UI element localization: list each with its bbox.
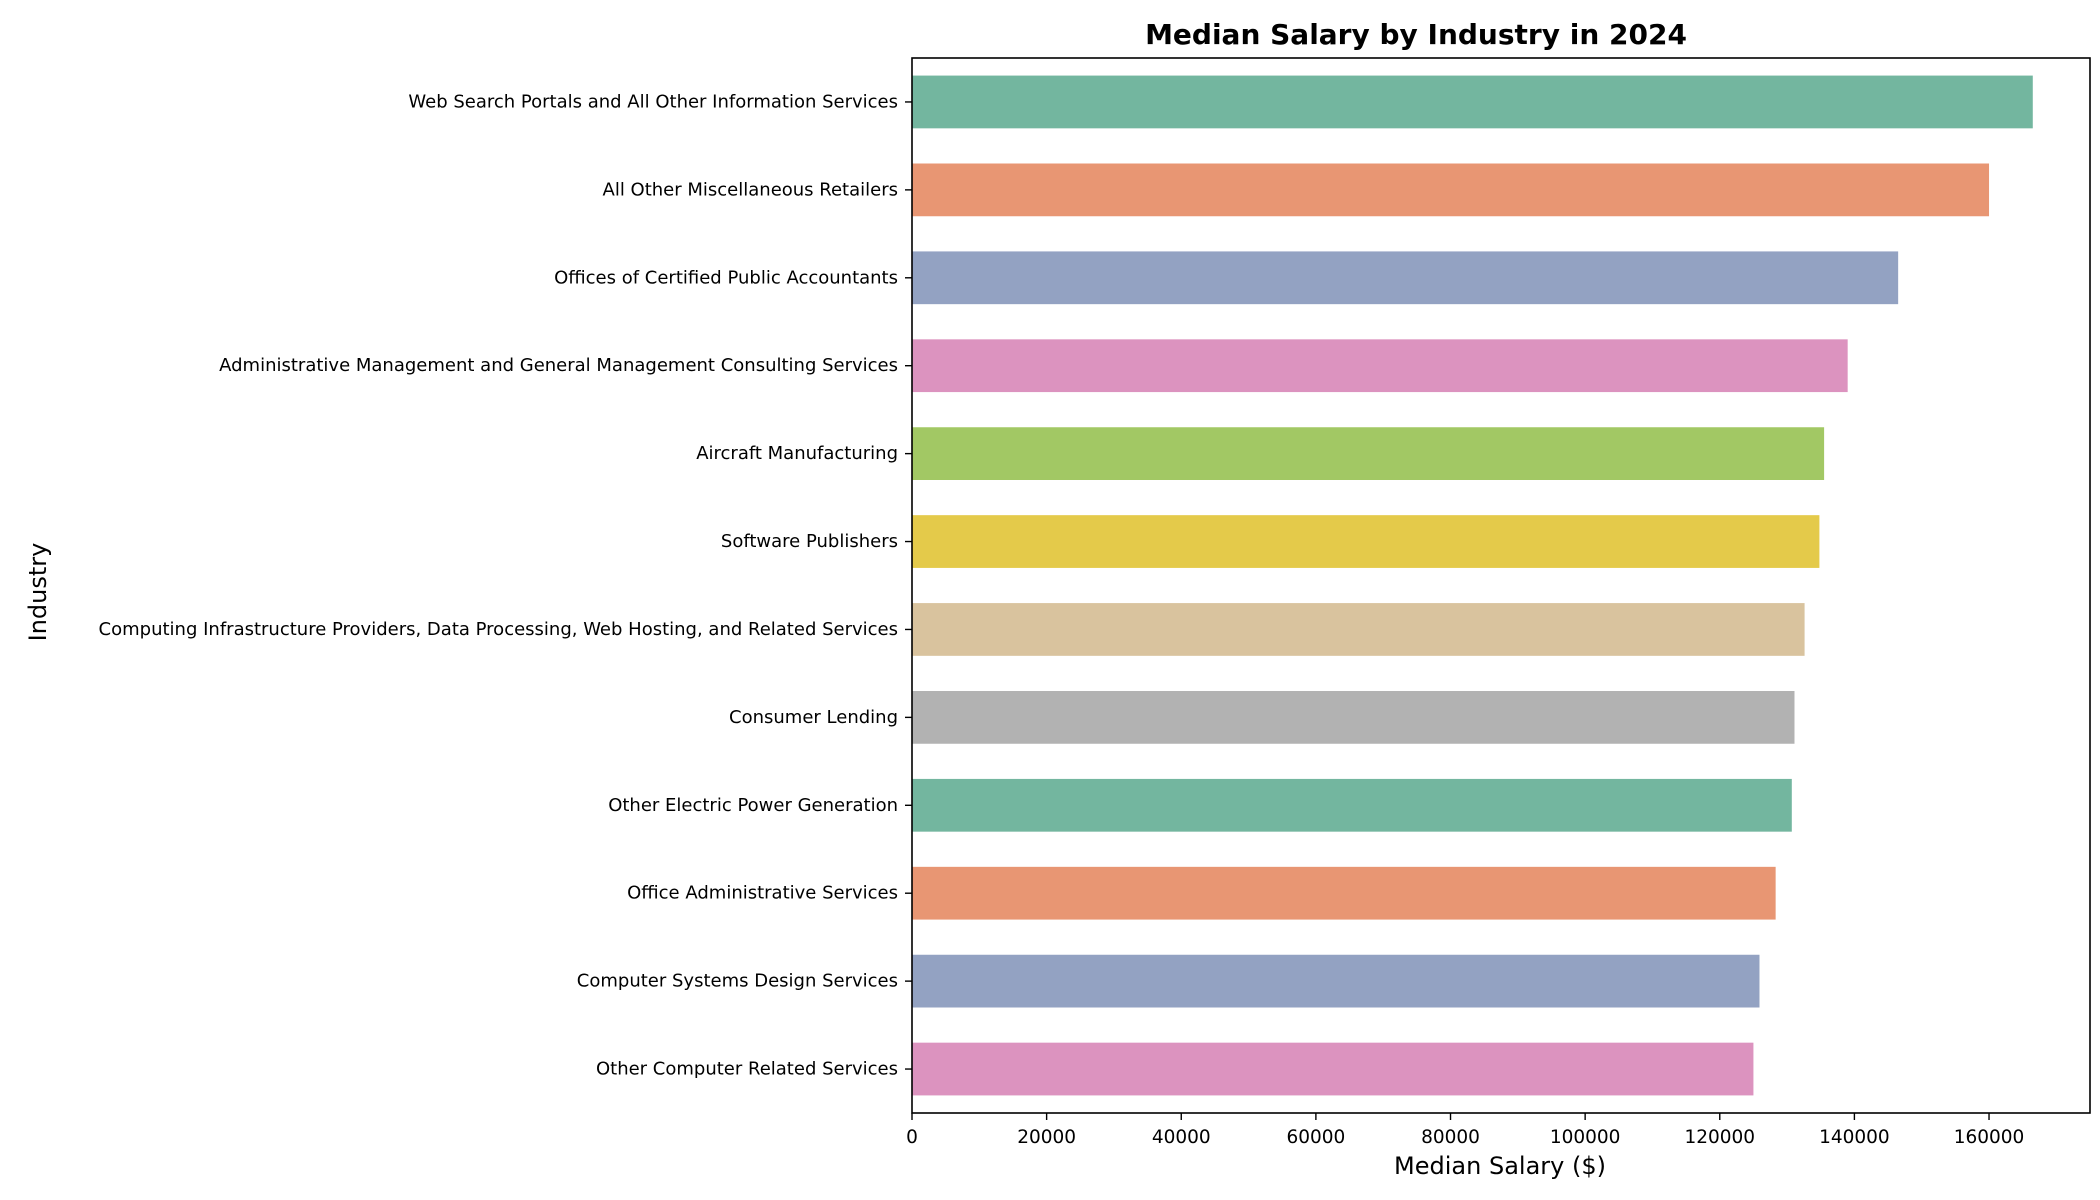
category-label: Aircraft Manufacturing [696, 443, 898, 464]
bar-6 [912, 515, 1820, 568]
category-label: Other Electric Power Generation [608, 795, 898, 816]
bar-7 [912, 603, 1805, 656]
category-label: Offices of Certified Public Accountants [554, 267, 898, 288]
category-label: Computing Infrastructure Providers, Data… [99, 619, 898, 640]
plot-frame [911, 57, 2091, 1114]
bar-2 [912, 163, 1990, 217]
category-label: Computer Systems Design Services [577, 971, 898, 992]
bar-3 [912, 251, 1899, 305]
x-tick-label: 20000 [1017, 1127, 1076, 1148]
bar-5 [912, 427, 1825, 480]
x-tick-label: 80000 [1421, 1127, 1480, 1148]
bar-11 [912, 954, 1760, 1008]
x-axis-ticks: 0 20000 40000 60000 80000 100000 120000 140000 1… [906, 1113, 2024, 1148]
category-label: Web Search Portals and All Other Informa… [408, 91, 898, 112]
x-tick-label: 40000 [1152, 1127, 1211, 1148]
category-label: Other Computer Related Services [596, 1059, 898, 1080]
x-tick-label: 100000 [1550, 1127, 1621, 1148]
category-labels: Web Search Portals and All Other Informa… [99, 91, 912, 1080]
chart-title: Median Salary by Industry in 2024 [1145, 18, 1687, 51]
y-axis-title: Industry [24, 543, 52, 642]
category-label: Consumer Lending [729, 707, 898, 728]
category-label: Software Publishers [721, 531, 898, 552]
bar-12 [912, 1042, 1754, 1096]
category-label: All Other Miscellaneous Retailers [603, 179, 899, 200]
x-axis-title: Median Salary ($) [1394, 1152, 1606, 1180]
bar-9 [912, 778, 1792, 832]
bar-1 [912, 75, 2033, 129]
bar-8 [912, 691, 1795, 744]
x-tick-label: 140000 [1819, 1127, 1890, 1148]
bars-group [912, 75, 2033, 1096]
x-tick-label: 0 [906, 1127, 918, 1148]
bar-4 [912, 339, 1848, 393]
bar-10 [912, 866, 1776, 920]
x-tick-label: 60000 [1286, 1127, 1345, 1148]
x-tick-label: 160000 [1954, 1127, 2025, 1148]
category-label: Office Administrative Services [627, 883, 898, 904]
category-label: Administrative Management and General Ma… [219, 355, 898, 376]
x-tick-label: 120000 [1684, 1127, 1755, 1148]
